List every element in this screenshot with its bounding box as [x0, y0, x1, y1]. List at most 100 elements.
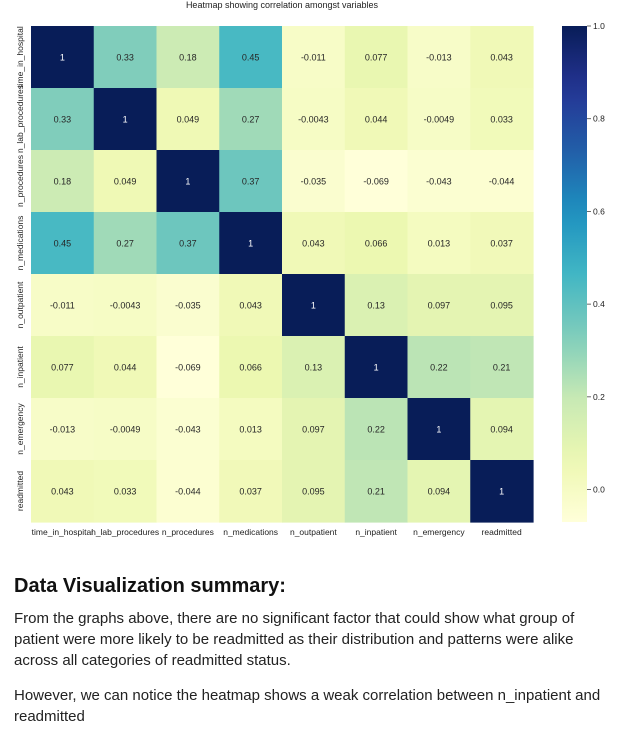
heatmap-cell-label: 0.049 — [114, 177, 137, 187]
heatmap-cell-label: 0.066 — [239, 363, 262, 373]
heatmap-cell — [470, 398, 534, 461]
heatmap-cell — [156, 150, 220, 213]
heatmap-cell — [282, 88, 346, 151]
summary-section: Data Visualization summary: From the gra… — [14, 575, 610, 741]
heatmap-cell-label: 0.27 — [242, 115, 260, 125]
heatmap-cell — [93, 398, 158, 461]
heatmap-cell-label: 0.097 — [428, 301, 451, 311]
heatmap-cell — [282, 150, 346, 213]
heatmap-cell-label: -0.0049 — [110, 425, 141, 435]
heatmap-cell-label: -0.0043 — [110, 301, 141, 311]
heatmap-cell-label: 0.013 — [239, 425, 262, 435]
heatmap-cell — [31, 460, 95, 523]
heatmap-cell — [156, 88, 220, 151]
heatmap-cell — [219, 398, 283, 461]
heatmap-cell — [282, 212, 346, 275]
heatmap-cell — [219, 150, 283, 213]
heatmap-cell-label: 0.043 — [490, 53, 513, 63]
x-tick-label: n_emergency — [413, 527, 465, 537]
colorbar-tick-label: 1.0 — [593, 21, 605, 31]
heatmap-cell-label: 1 — [436, 425, 441, 435]
heatmap-cell-label: 0.27 — [116, 239, 134, 249]
heatmap-cell — [156, 398, 220, 461]
heatmap-cell-label: 0.013 — [428, 239, 451, 249]
heatmap-cell-label: 1 — [311, 301, 316, 311]
heatmap-cell-label: 0.13 — [367, 301, 385, 311]
heatmap-cell-label: 0.37 — [242, 177, 260, 187]
heatmap-cell-label: 0.043 — [51, 487, 74, 497]
heatmap-cell-label: 1 — [123, 115, 128, 125]
heatmap-cell — [156, 274, 220, 337]
heatmap-cell — [31, 88, 95, 151]
y-tick-label: time_in_hospital — [15, 26, 25, 88]
heatmap-cell-label: 0.45 — [54, 239, 72, 249]
heatmap-cell — [470, 274, 534, 337]
heatmap-cell-label: -0.043 — [426, 177, 452, 187]
x-tick-label: n_lab_procedures — [91, 527, 159, 537]
heatmap-cell-label: -0.035 — [301, 177, 327, 187]
heatmap-cell-label: 0.45 — [242, 53, 260, 63]
heatmap-cell-label: 1 — [499, 487, 504, 497]
heatmap-cell-label: 0.13 — [305, 363, 323, 373]
colorbar-tick-label: 0.8 — [593, 114, 605, 124]
heatmap-cell — [219, 26, 283, 89]
heatmap-cell-label: 1 — [248, 239, 253, 249]
heatmap-cell-label: -0.013 — [50, 425, 76, 435]
heatmap-cell — [93, 274, 158, 337]
heatmap-cell-label: 0.33 — [116, 53, 134, 63]
heatmap-cell — [219, 336, 283, 399]
heatmap-cell-label: 0.033 — [114, 487, 137, 497]
heatmap-cell — [31, 398, 95, 461]
y-tick-label: n_procedures — [15, 155, 25, 207]
colorbar-ticks: 1.0 0.8 0.6 0.4 0.2 0.0 — [587, 21, 605, 495]
heatmap-cell — [470, 336, 534, 399]
heatmap-cell-label: 0.21 — [493, 363, 511, 373]
heatmap-cell — [93, 212, 158, 275]
heatmap-cell-label: 1 — [374, 363, 379, 373]
heatmap-cell — [470, 150, 534, 213]
heatmap-cell-label: 0.066 — [365, 239, 388, 249]
heatmap-cell — [282, 274, 346, 337]
heatmap-cell — [344, 150, 409, 213]
x-tick-label: n_medications — [223, 527, 278, 537]
y-tick-label: n_outpatient — [15, 281, 25, 328]
heatmap-cell-label: 0.044 — [365, 115, 388, 125]
heatmap-cell — [282, 336, 346, 399]
heatmap-cell — [470, 88, 534, 151]
heatmap-cell — [156, 336, 220, 399]
heatmap-cell-label: -0.0049 — [424, 115, 455, 125]
heatmap-cell-label: 0.21 — [367, 487, 385, 497]
heatmap-cell — [344, 460, 409, 523]
heatmap-cell-label: 0.077 — [51, 363, 74, 373]
colorbar-tick-label: 0.6 — [593, 206, 605, 216]
colorbar-tick-label: 0.0 — [593, 485, 605, 495]
heatmap-cell-label: 0.049 — [177, 115, 200, 125]
heatmap-cell-label: 0.22 — [430, 363, 448, 373]
heatmap-cell — [470, 460, 534, 523]
heatmap-cell — [93, 150, 158, 213]
heatmap-cell — [31, 336, 95, 399]
heatmap-cell — [407, 26, 471, 89]
heatmap-cell-label: 0.37 — [179, 239, 197, 249]
y-tick-label: n_lab_procedures — [15, 85, 25, 153]
heatmap-cell — [282, 460, 346, 523]
heatmap-cell — [282, 398, 346, 461]
heatmap-cell — [344, 336, 409, 399]
heatmap-cell — [407, 274, 471, 337]
heatmap-cell-label: 0.077 — [365, 53, 388, 63]
heatmap-cell — [407, 212, 471, 275]
heatmap-cell-label: 0.037 — [490, 239, 513, 249]
y-tick-label: n_medications — [15, 216, 25, 271]
heatmap-cell-label: -0.011 — [301, 53, 326, 63]
heatmap-cell — [156, 460, 220, 523]
heatmap-cell-label: 0.094 — [428, 487, 451, 497]
heatmap-cell — [31, 26, 95, 89]
heatmap-cell-label: -0.044 — [175, 487, 201, 497]
heatmap-cell — [219, 88, 283, 151]
heatmap-cell-label: -0.011 — [50, 301, 75, 311]
heatmap-cell — [156, 212, 220, 275]
heatmap-cell-label: -0.044 — [489, 177, 515, 187]
colorbar-tick-label: 0.2 — [593, 392, 605, 402]
